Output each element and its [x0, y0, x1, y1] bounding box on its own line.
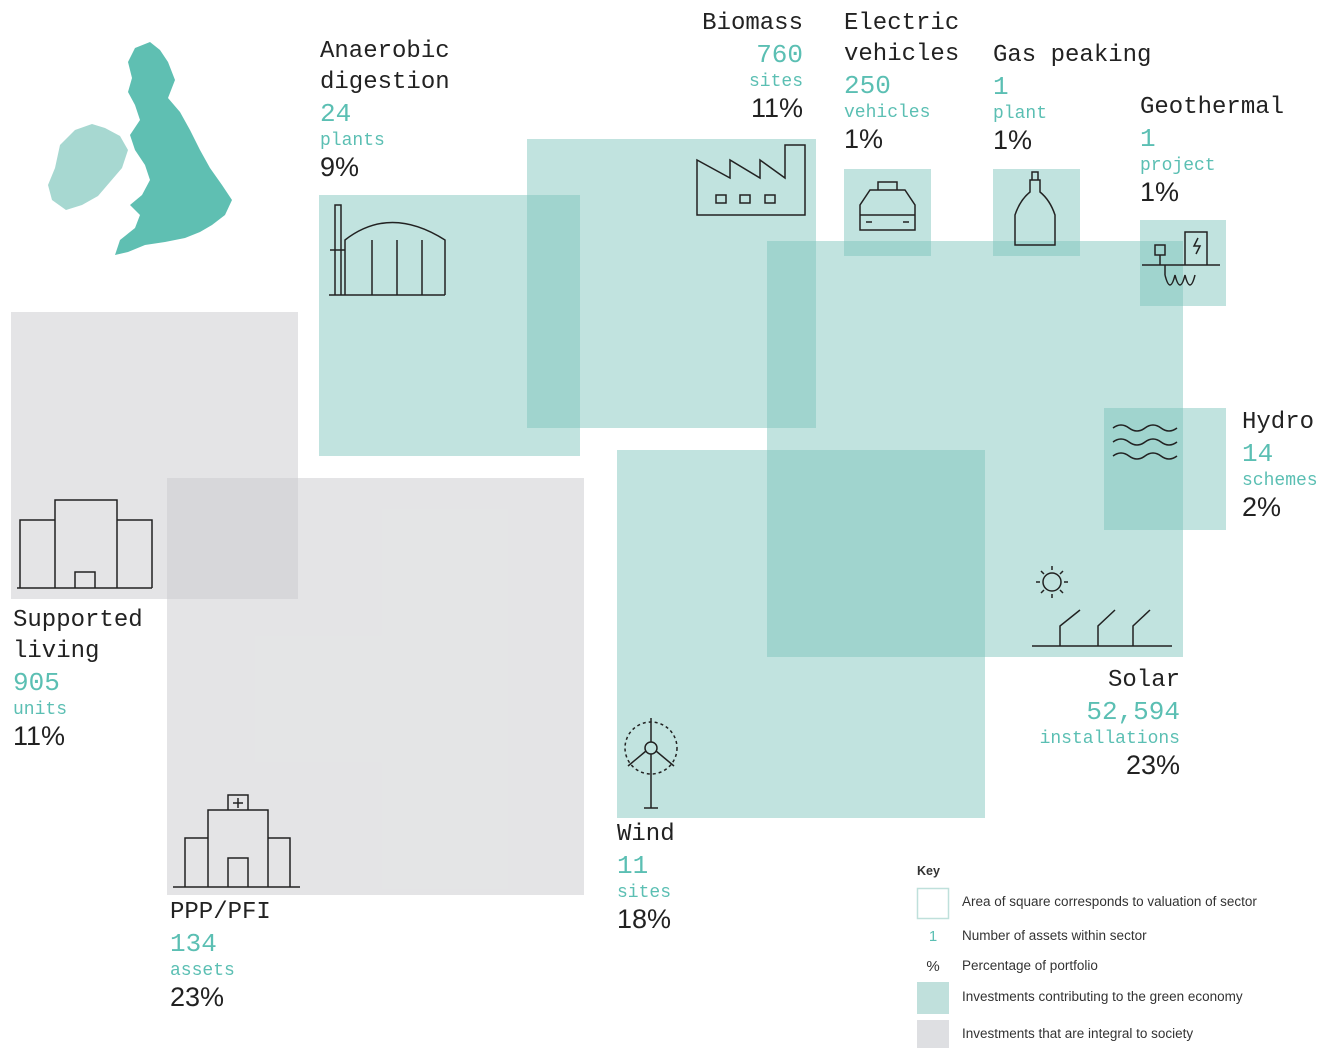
sector-count: 760	[756, 40, 803, 70]
sector-unit: schemes	[1242, 471, 1318, 491]
key-text: Investments contributing to the green ec…	[962, 989, 1243, 1004]
sector-square	[1104, 408, 1226, 530]
sector-name: Electric vehicles	[844, 10, 960, 68]
sector-square	[844, 169, 931, 256]
sector-unit: project	[1140, 156, 1216, 176]
sector-unit: sites	[617, 883, 672, 903]
sector-label: Solar 52,594 installations 23%	[980, 665, 1180, 781]
key-text: Number of assets within sector	[962, 928, 1147, 943]
sector-unit: plant	[993, 104, 1048, 124]
icon-wind	[624, 718, 678, 809]
icon-supported	[17, 499, 153, 589]
squares	[11, 139, 1226, 895]
sector-square	[167, 478, 584, 895]
icon-gas	[1014, 171, 1056, 246]
sector-unit: units	[13, 700, 68, 720]
key-text: Area of square corresponds to valuation …	[962, 894, 1257, 909]
sector-count: 14	[1242, 439, 1274, 469]
icon-hydro	[1112, 424, 1178, 460]
key-text: Percentage of portfolio	[962, 958, 1098, 973]
sector-square	[993, 169, 1080, 256]
sector-count: 24	[320, 99, 352, 129]
icon-geothermal	[1142, 231, 1220, 286]
sector-percent: 11%	[750, 93, 803, 123]
key-symbol: %	[926, 958, 940, 975]
sector-square	[319, 195, 580, 456]
key-title: Key	[917, 864, 940, 878]
sector-name: PPP/PFI	[170, 899, 271, 926]
sector-label: Wind 11 sites 18%	[617, 819, 767, 935]
sector-unit: plants	[320, 131, 385, 151]
sector-unit: installations	[1039, 729, 1180, 749]
sector-unit: vehicles	[844, 103, 931, 123]
sector-name: Gas peaking	[993, 42, 1152, 69]
sector-count: 1	[1140, 124, 1156, 154]
icon-ppp	[173, 794, 300, 888]
sector-label: Electric vehicles 250 vehicles 1%	[844, 8, 974, 155]
sector-percent: 1%	[1140, 177, 1180, 207]
sector-name: Hydro	[1242, 409, 1315, 436]
icon-anaerobic	[329, 204, 446, 296]
sector-percent: 11%	[13, 721, 66, 751]
sector-square	[617, 450, 985, 818]
map	[48, 42, 232, 255]
sector-square	[1140, 220, 1226, 306]
key-symbol: 1	[928, 928, 938, 945]
sector-label: Hydro 14 schemes 2%	[1242, 407, 1329, 523]
sector-count: 11	[617, 851, 649, 881]
key-society-swatch	[917, 1020, 949, 1048]
sector-percent: 2%	[1242, 492, 1282, 522]
sector-name: Solar	[1107, 667, 1180, 694]
sector-label: Geothermal 1 project 1%	[1140, 92, 1320, 208]
sector-count: 250	[844, 71, 891, 101]
sector-percent: 23%	[1125, 750, 1180, 780]
key-text: Investments that are integral to society	[962, 1026, 1194, 1041]
sector-percent: 18%	[617, 904, 672, 934]
sector-name: Supported living	[13, 607, 143, 665]
sector-name: Anaerobic digestion	[320, 38, 450, 96]
sector-label: Gas peaking 1 plant 1%	[993, 40, 1193, 156]
sector-count: 905	[13, 668, 60, 698]
sector-name: Wind	[617, 821, 675, 848]
sector-name: Geothermal	[1140, 94, 1285, 121]
sector-unit: sites	[748, 72, 803, 92]
sector-square	[527, 139, 816, 428]
sector-count: 52,594	[1086, 697, 1180, 727]
sector-square	[767, 241, 1183, 657]
sector-percent: 1%	[993, 125, 1033, 155]
icon-solar	[1032, 566, 1172, 647]
sector-label: Anaerobic digestion 24 plants 9%	[320, 36, 490, 183]
icon-biomass	[696, 144, 806, 216]
sector-label: Biomass 760 sites 11%	[603, 8, 803, 124]
sector-percent: 23%	[170, 982, 225, 1012]
icon-ev	[859, 181, 916, 231]
key-green-swatch	[917, 982, 949, 1014]
sector-unit: assets	[170, 961, 235, 981]
sector-label: PPP/PFI 134 assets 23%	[170, 897, 320, 1013]
sector-count: 134	[170, 929, 217, 959]
sector-count: 1	[993, 72, 1009, 102]
key-outline-swatch	[916, 887, 950, 920]
sector-name: Biomass	[702, 10, 803, 37]
sector-label: Supported living 905 units 11%	[13, 605, 163, 752]
sector-percent: 9%	[320, 152, 360, 182]
sector-percent: 1%	[844, 124, 884, 154]
